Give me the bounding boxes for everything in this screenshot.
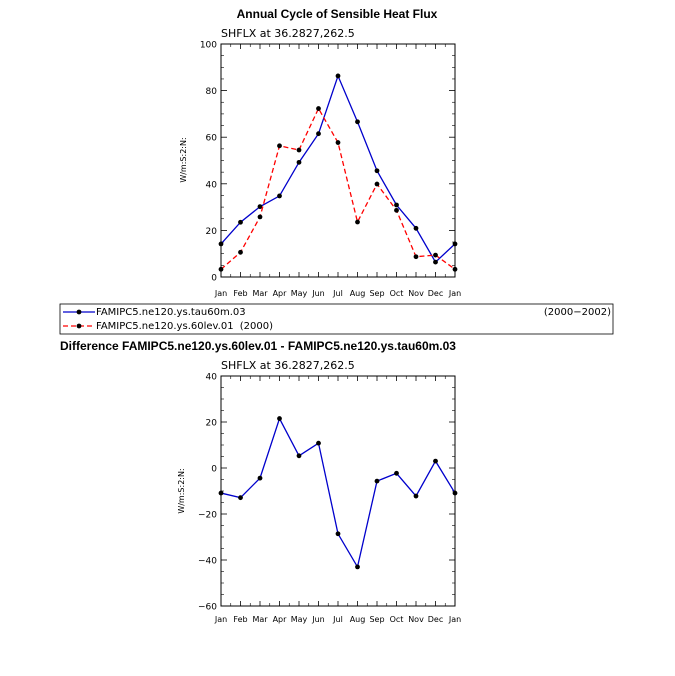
- cycle-y-tick-label: 60: [206, 134, 218, 144]
- cycle-series-1-point: [296, 159, 302, 165]
- cycle-x-tick-label: Aug: [350, 289, 366, 298]
- cycle-series-1-point: [277, 193, 282, 199]
- cycle-series-1-line: [220, 74, 456, 264]
- diff-x-tick-label: Aug: [350, 615, 366, 624]
- legend-marker-series-2: [76, 323, 82, 329]
- cycle-x-tick-label: Feb: [233, 289, 247, 298]
- y-axis-label: W/m:S:2:N:: [179, 137, 188, 182]
- cycle-y-tick-label: 40: [206, 180, 218, 190]
- cycle-x-tick-label: May: [291, 289, 308, 298]
- legend-entry-series-2: FAMIPC5.ne120.ys.60lev.01 (2000): [63, 321, 273, 332]
- cycle-x-tick-label: Apr: [273, 289, 288, 298]
- cycle-series-2-point: [296, 147, 302, 153]
- diff-x-tick-label: Oct: [390, 615, 404, 624]
- diff-series-1-point: [335, 531, 341, 537]
- cycle-series-1-point: [413, 225, 419, 231]
- cycle-x-tick-label: Jan: [214, 289, 227, 298]
- legend: FAMIPC5.ne120.ys.tau60m.03 (2000−2002) F…: [59, 303, 614, 335]
- cycle-series-2-point: [433, 252, 438, 258]
- diff-x-tick-label: Sep: [369, 615, 384, 624]
- cycle-x-tick-label: Dec: [428, 289, 443, 298]
- cycle-series-1-point: [238, 219, 243, 225]
- diff-y-tick-label: 40: [206, 373, 218, 383]
- difference-chart: Difference FAMIPC5.ne120.ys.60lev.01 - F…: [60, 339, 461, 624]
- cycle-series-2-point: [238, 249, 243, 255]
- diff-y-tick-label: 20: [206, 419, 218, 429]
- diff-x-tick-label: Mar: [252, 615, 268, 624]
- cycle-y-tick-label: 100: [200, 41, 217, 51]
- diff-series-1-point: [374, 478, 380, 484]
- cycle-series-2-point: [316, 106, 321, 111]
- diff-series-1-point: [277, 416, 282, 421]
- cycle-series-2-point: [355, 219, 360, 225]
- cycle-x-tick-label: Sep: [369, 289, 384, 298]
- cycle-x-tick-label: Jan: [448, 289, 461, 298]
- diff-x-tick-label: Dec: [428, 615, 443, 624]
- legend-period-series-2: (2000): [240, 321, 273, 332]
- cycle-series-1-point: [335, 73, 341, 79]
- cycle-x-tick-label: Jun: [311, 289, 325, 298]
- chart-title: Annual Cycle of Sensible Heat Flux: [237, 7, 438, 21]
- diff-x-tick-label: Nov: [408, 615, 424, 624]
- cycle-series-2-point: [374, 181, 380, 187]
- difference-chart-subtitle: SHFLX at 36.2827,262.5: [221, 359, 355, 372]
- cycle-x-tick-label: Oct: [390, 289, 404, 298]
- diff-series-1-point: [316, 440, 321, 446]
- cycle-series-2-point: [394, 207, 399, 213]
- diff-x-tick-label: Jan: [448, 615, 461, 624]
- cycle-y-tick-label: 20: [206, 227, 218, 237]
- diff-x-tick-label: May: [291, 615, 308, 624]
- legend-label-series-1: FAMIPC5.ne120.ys.tau60m.03: [96, 307, 246, 318]
- cycle-series-1-point: [316, 131, 321, 137]
- plot-frame: [220, 43, 456, 278]
- diff-series-1-point: [433, 458, 438, 464]
- cycle-series-1-point: [355, 119, 360, 125]
- legend-entry-series-1: FAMIPC5.ne120.ys.tau60m.03 (2000−2002): [63, 307, 611, 318]
- cycle-series-2-point: [413, 254, 419, 260]
- cycle-y-tick-label: 0: [211, 274, 217, 284]
- cycle-series-1-point: [257, 204, 263, 210]
- difference-plot-frame: [220, 375, 456, 607]
- diff-series-1-point: [296, 453, 302, 459]
- diff-series-1-point: [238, 495, 243, 501]
- legend-period-series-1: (2000−2002): [544, 307, 611, 318]
- cycle-x-tick-label: Mar: [252, 289, 268, 298]
- cycle-series-2-point: [257, 214, 263, 220]
- cycle-series-2-point: [335, 140, 341, 145]
- cycle-series-1-point: [374, 168, 380, 174]
- legend-marker-series-1: [76, 309, 82, 315]
- diff-x-tick-label: Jan: [214, 615, 227, 624]
- diff-series-1-point: [355, 564, 360, 570]
- diff-y-tick-label: 0: [211, 465, 217, 475]
- difference-chart-title: Difference FAMIPC5.ne120.ys.60lev.01 - F…: [60, 339, 456, 353]
- diff-series-1-point: [394, 470, 399, 476]
- diff-series-1-point: [413, 493, 419, 499]
- legend-label-series-2-name: FAMIPC5.ne120.ys.60lev.01: [96, 321, 234, 332]
- cycle-x-tick-label: Jul: [332, 289, 343, 298]
- diff-x-tick-label: Jul: [332, 615, 343, 624]
- annual-cycle-chart: Annual Cycle of Sensible Heat Flux SHFLX…: [179, 7, 461, 298]
- diff-y-tick-label: −40: [198, 557, 217, 567]
- diff-series-1-line: [220, 416, 456, 569]
- diff-y-tick-label: −20: [198, 511, 217, 521]
- diff-series-1-point: [257, 475, 263, 481]
- legend-box: [59, 303, 614, 335]
- cycle-x-tick-label: Nov: [408, 289, 424, 298]
- cycle-series-2-line: [220, 107, 456, 270]
- cycle-series-1-point: [433, 259, 438, 265]
- diff-x-tick-label: Apr: [273, 615, 288, 624]
- legend-label-series-2: FAMIPC5.ne120.ys.60lev.01 (2000): [96, 321, 273, 332]
- cycle-y-tick-label: 80: [206, 87, 218, 97]
- diff-x-tick-label: Jun: [311, 615, 325, 624]
- chart-subtitle: SHFLX at 36.2827,262.5: [221, 27, 355, 40]
- difference-y-axis-label: W/m:S:2:N:: [177, 468, 186, 513]
- diff-x-tick-label: Feb: [233, 615, 247, 624]
- diff-y-tick-label: −60: [198, 603, 217, 613]
- cycle-series-1-point: [394, 202, 399, 208]
- cycle-series-2-point: [277, 143, 282, 149]
